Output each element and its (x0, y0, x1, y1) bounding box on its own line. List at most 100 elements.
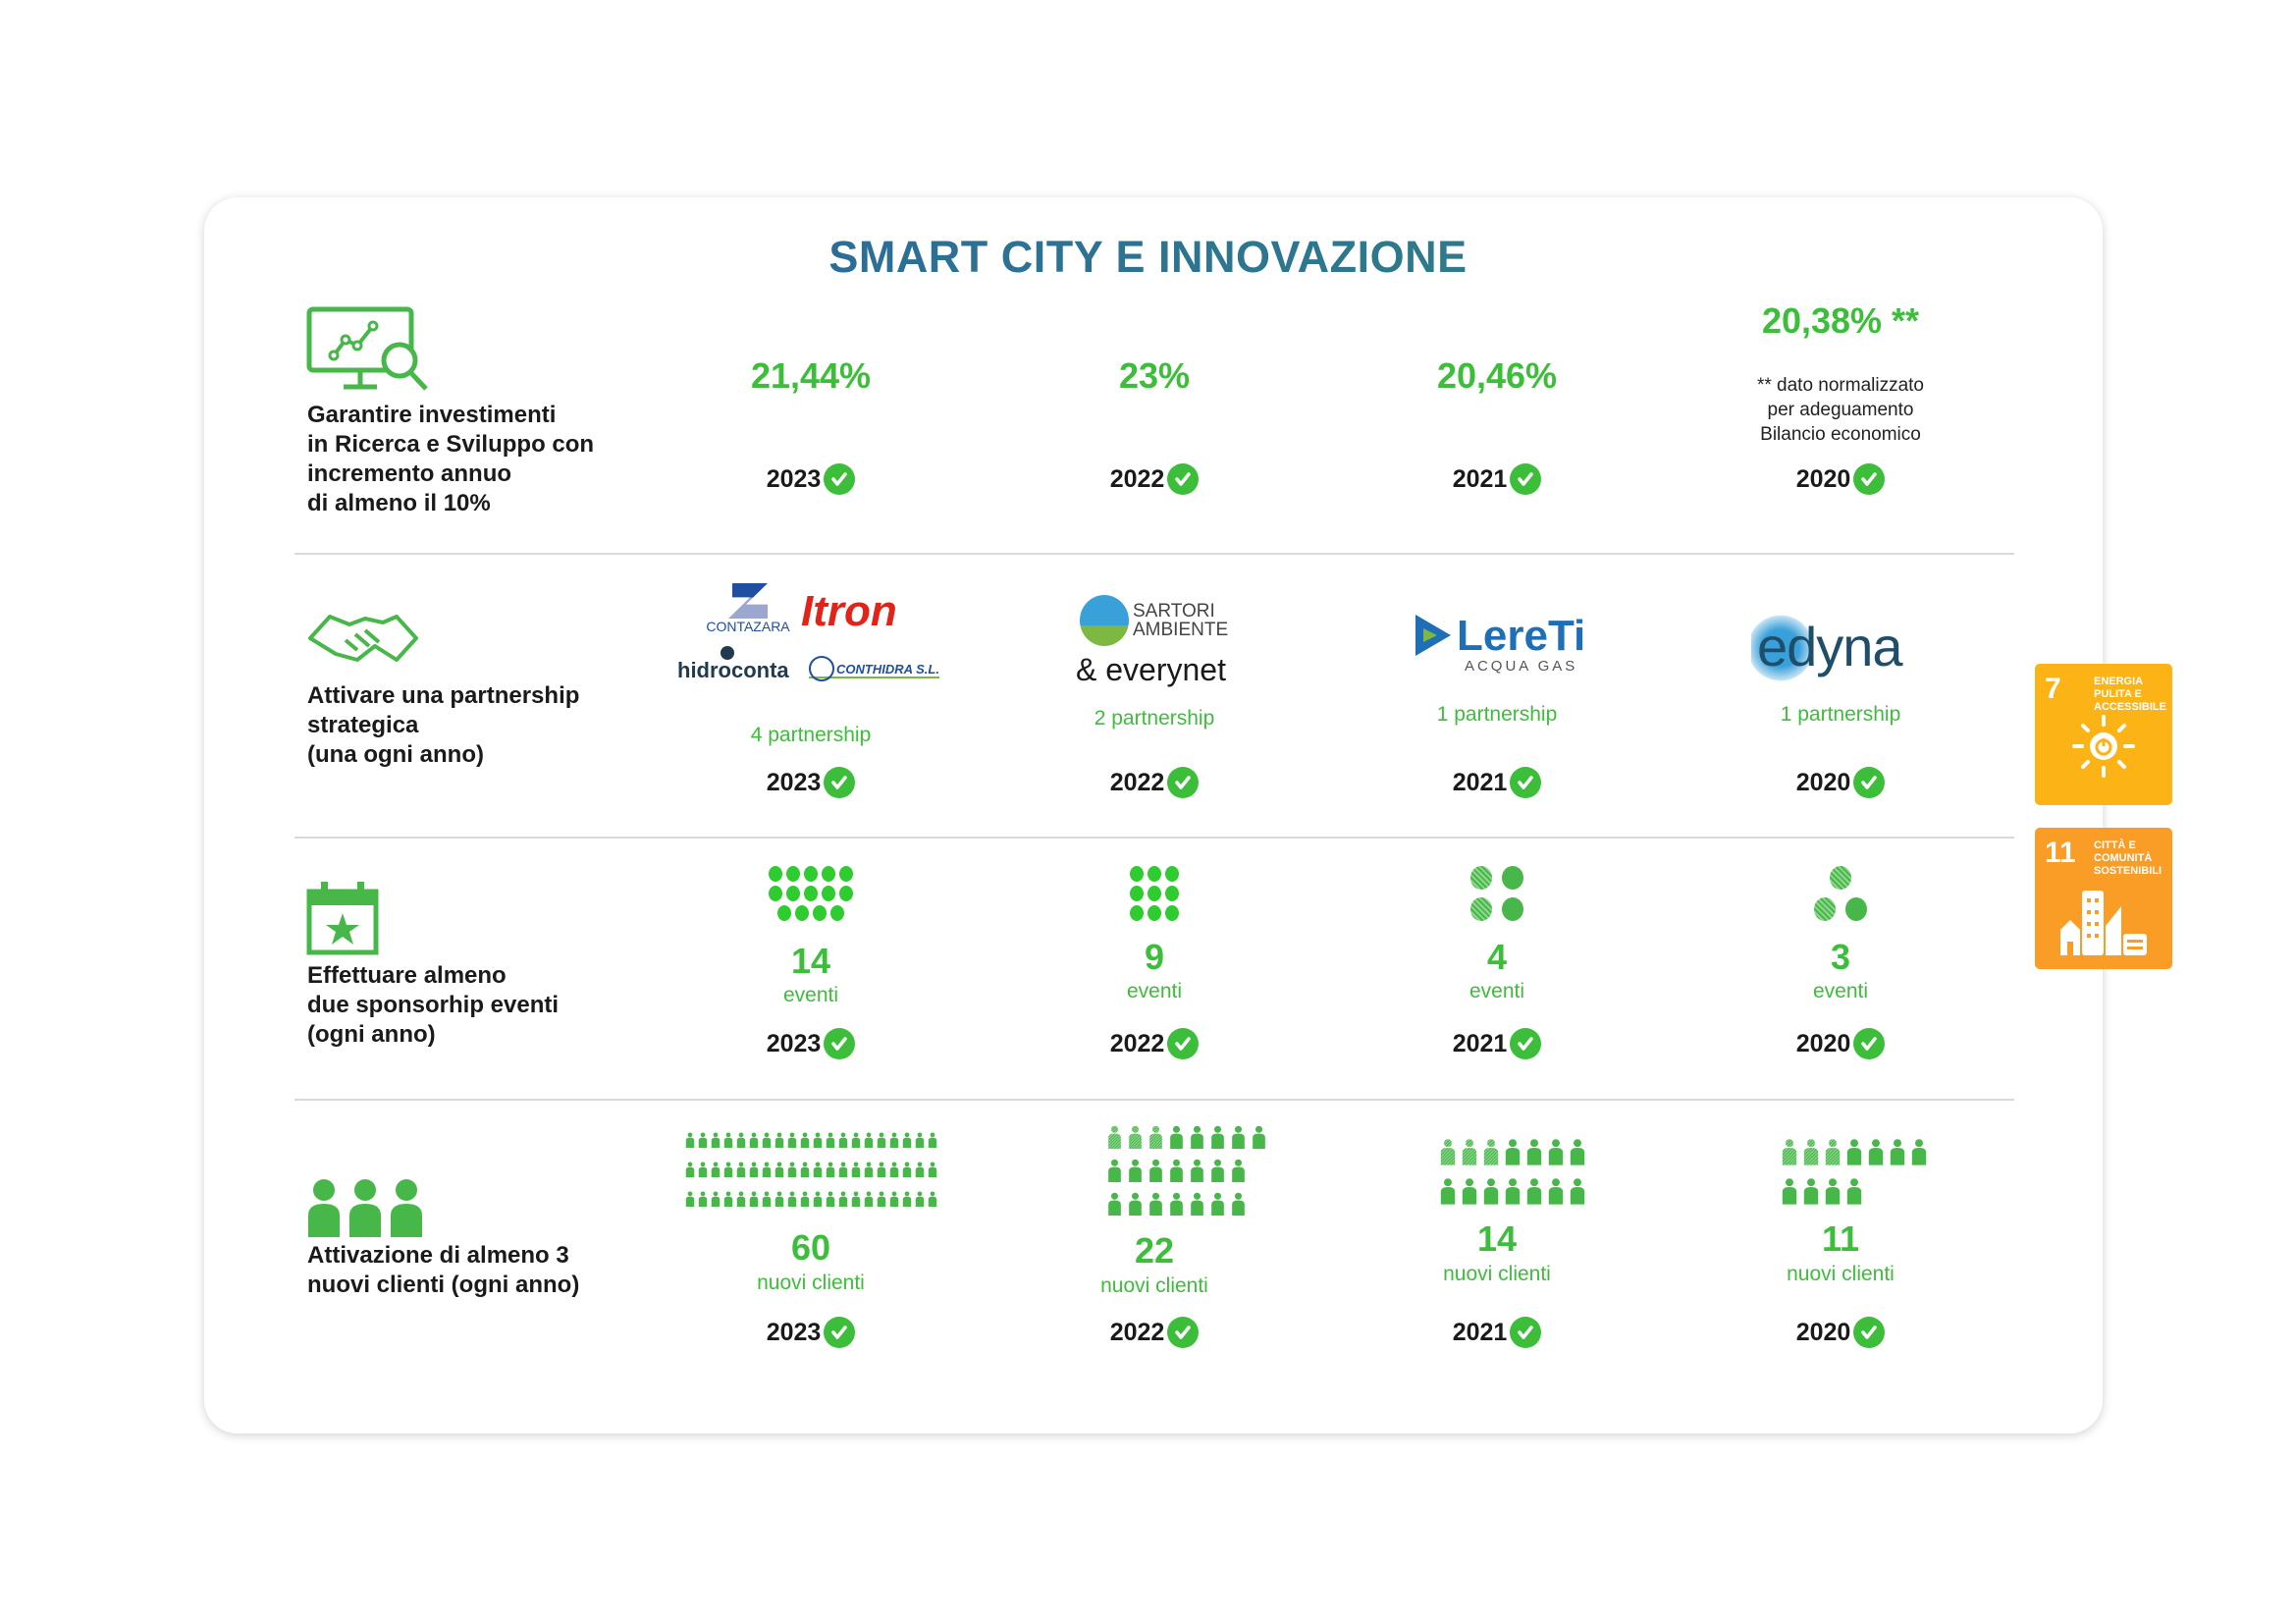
person-icon (1803, 1139, 1819, 1165)
year-achieved-2020: 2020 (1674, 1317, 2007, 1348)
event-dot (1830, 866, 1851, 890)
goal-line: strategica (307, 712, 419, 738)
person-icon (1232, 1125, 1245, 1149)
rd-investment-value: 23% (1118, 355, 1191, 396)
event-dot (769, 866, 782, 882)
goal-line: nuovi clienti (ogni anno) (307, 1272, 580, 1298)
check-icon (1510, 1028, 1542, 1059)
check-icon (1167, 1317, 1200, 1348)
person-icon (723, 1132, 732, 1148)
person-icon (1890, 1139, 1905, 1165)
event-unit: eventi (782, 984, 839, 1006)
person-icon (902, 1162, 911, 1177)
person-icon (736, 1132, 745, 1148)
event-unit: eventi (1812, 980, 1869, 1002)
person-icon (826, 1132, 834, 1148)
logo-text: SARTORI AMBIENTE (1133, 601, 1229, 640)
person-icon (915, 1132, 924, 1148)
year-label: 2020 (1795, 768, 1851, 796)
person-icon (1170, 1159, 1183, 1182)
city-buildings-icon (2060, 891, 2147, 955)
client-people (1369, 1137, 1625, 1206)
person-icon (851, 1191, 860, 1207)
rd-investment-value: 21,44% (750, 355, 872, 396)
person-row (1107, 1159, 1246, 1182)
event-count: 4 (1486, 937, 1508, 977)
check-icon (1853, 767, 1886, 798)
sdg-number: 7 (2045, 673, 2061, 705)
logo-edyna: edyna (1751, 613, 1903, 683)
person-icon (813, 1162, 822, 1177)
person-icon (902, 1191, 911, 1207)
logo-text: CONTHIDRA S.L. (836, 662, 939, 677)
year-achieved-2020: 2020 (1674, 463, 2007, 495)
new-clients-unit: nuovi clienti (1443, 1263, 1551, 1285)
sdg-number: 11 (2045, 837, 2076, 869)
person-icon (1108, 1159, 1121, 1182)
person-icon (838, 1162, 847, 1177)
person-icon (736, 1162, 745, 1177)
goal-text-new-clients: Attivazione di almeno 3 nuovi clienti (og… (307, 1241, 579, 1300)
person-icon (1526, 1178, 1542, 1205)
person-icon (1440, 1178, 1456, 1205)
person-icon (685, 1132, 694, 1148)
person-icon (1570, 1178, 1585, 1205)
check-icon (1853, 1317, 1886, 1348)
year-label: 2022 (1109, 464, 1165, 493)
person-icon (928, 1132, 936, 1148)
goal-line: Effettuare almeno (307, 962, 507, 989)
person-icon (1782, 1178, 1797, 1205)
event-dot (1130, 905, 1144, 921)
logo-text: edyna (1757, 616, 1903, 677)
person-icon (877, 1162, 885, 1177)
person-icon (1570, 1139, 1585, 1165)
event-dot (1130, 866, 1144, 882)
hidroconta-dot-icon (721, 646, 734, 660)
logo-contazara: CONTAZARA (705, 583, 791, 634)
check-icon (1167, 767, 1200, 798)
event-dot (804, 886, 818, 901)
person-icon (787, 1162, 796, 1177)
person-icon (877, 1191, 885, 1207)
person-icon (813, 1132, 822, 1148)
person-icon (889, 1162, 898, 1177)
new-clients-unit: nuovi clienti (1787, 1263, 1895, 1285)
event-count: 9 (1144, 937, 1165, 977)
event-dot (1502, 897, 1523, 921)
people-group-icon (308, 1179, 422, 1237)
logo-itron: Itron (801, 587, 897, 635)
person-icon (800, 1132, 809, 1148)
person-icon (1846, 1178, 1862, 1205)
person-icon (723, 1191, 732, 1207)
handshake-icon (308, 615, 418, 662)
year-achieved-2021: 2021 (1330, 463, 1664, 495)
event-dots (1674, 866, 2007, 921)
person-icon (698, 1162, 707, 1177)
partnership-count: 1 partnership (1780, 703, 1901, 726)
person-icon (685, 1191, 694, 1207)
check-icon (1167, 463, 1200, 495)
event-dot (839, 866, 853, 882)
year-achieved-2020: 2020 (1674, 1028, 2007, 1059)
year-achieved-2022: 2022 (988, 767, 1321, 798)
year-achieved-2023: 2023 (644, 1317, 978, 1348)
conthidra-circle-icon (809, 656, 834, 681)
person-icon (800, 1191, 809, 1207)
year-label: 2020 (1795, 464, 1851, 493)
partnership-count: 1 partnership (1436, 703, 1558, 726)
event-dot (1470, 897, 1492, 921)
event-unit: eventi (1468, 980, 1525, 1002)
year-label: 2021 (1452, 1029, 1508, 1057)
person-icon (1505, 1139, 1521, 1165)
year-label: 2021 (1452, 768, 1508, 796)
event-dot (822, 866, 835, 882)
sun-power-icon (2072, 715, 2135, 778)
person-icon (1211, 1159, 1224, 1182)
event-dot (786, 886, 800, 901)
person-icon (1170, 1192, 1183, 1216)
person-icon (928, 1162, 936, 1177)
event-dot (1165, 886, 1179, 901)
person-icon (1232, 1192, 1245, 1216)
person-icon (1548, 1178, 1564, 1205)
person-icon (826, 1162, 834, 1177)
